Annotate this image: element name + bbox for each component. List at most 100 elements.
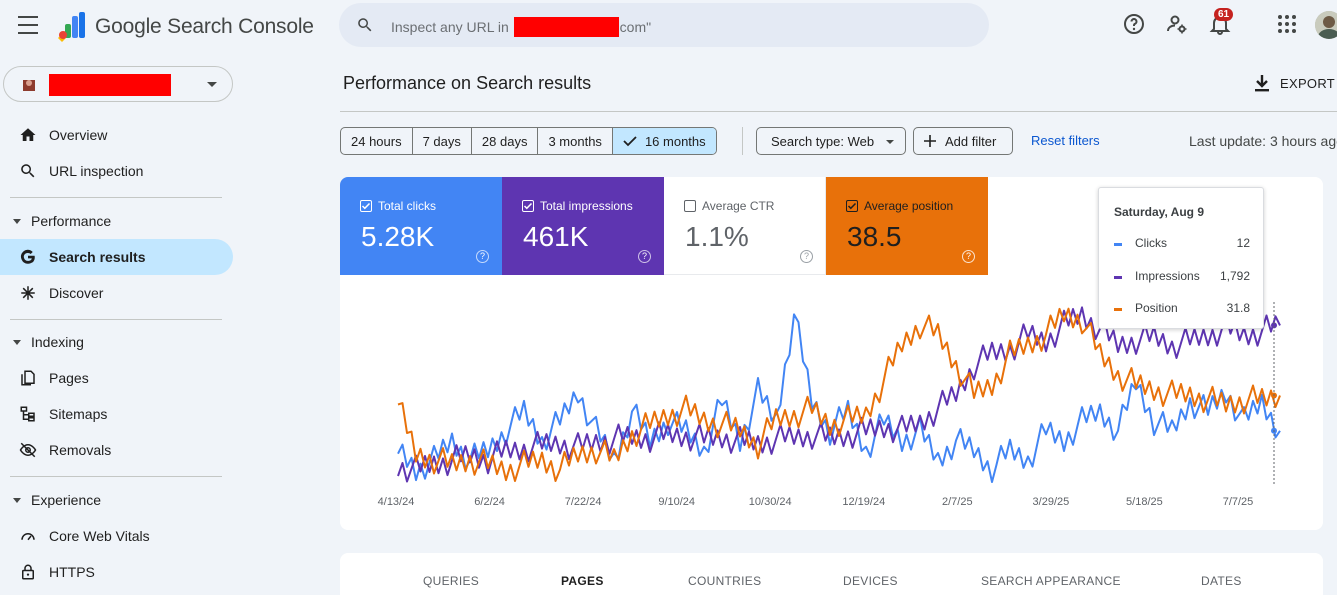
users-settings-icon[interactable] [1165,12,1189,36]
metric-label: Average CTR [702,199,775,213]
x-tick-label: 7/7/25 [1223,496,1254,508]
sidebar-item-sitemaps[interactable]: Sitemaps [0,396,233,432]
hover-point-impressions [1271,322,1277,329]
x-tick-label: 10/30/24 [749,496,792,508]
tab-devices[interactable]: DEVICES [843,574,898,588]
metric-card-average-position[interactable]: Average position 38.5 ? [826,177,988,275]
reset-filters-link[interactable]: Reset filters [1031,133,1100,148]
date-range-16-months[interactable]: 16 months [612,128,716,154]
checkbox-unchecked-icon[interactable] [684,200,696,212]
sidebar-divider [10,319,222,320]
sidebar-item-https[interactable]: HTTPS [0,554,233,590]
date-range-label: 7 days [422,133,461,149]
metric-value: 1.1% [685,221,749,252]
sidebar-item-discover[interactable]: Discover [0,275,233,311]
help-icon[interactable]: ? [638,250,651,263]
legend-swatch-icon [1114,243,1122,246]
lock-icon [22,564,34,580]
tab-countries[interactable]: COUNTRIES [688,574,762,588]
sidebar-item-overview[interactable]: Overview [0,117,233,153]
sidebar-item-core-web-vitals[interactable]: Core Web Vitals [0,518,233,554]
tooltip-series-value: 31.8 [1226,301,1250,315]
sidebar-item-label: Sitemaps [49,406,108,422]
date-range-selector: 24 hours 7 days 28 days 3 months 16 mont… [340,127,717,155]
sidebar-item-search-results[interactable]: Search results [0,239,233,275]
property-selector[interactable] [3,66,233,102]
app-title: Google Search Console [95,15,314,38]
x-tick-label: 7/22/24 [565,496,602,508]
tooltip-row-position: Position 31.8 [1114,301,1250,317]
sidebar-section-label: Performance [31,213,112,229]
date-range-7-days[interactable]: 7 days [413,128,472,154]
tooltip-row-clicks: Clicks 12 [1114,236,1250,252]
checkbox-checked-icon[interactable] [360,200,372,212]
sitemap-icon [20,406,35,422]
checkmark-icon [623,136,637,147]
help-icon[interactable]: ? [476,250,489,263]
sidebar-item-removals[interactable]: Removals [0,432,233,468]
help-icon[interactable]: ? [800,250,813,263]
export-label: EXPORT [1280,75,1336,91]
date-range-label: 28 days [481,133,528,149]
metric-value: 461K [523,221,589,252]
checkbox-checked-icon[interactable] [522,200,534,212]
x-tick-label: 9/10/24 [658,496,695,508]
tab-dates[interactable]: DATES [1201,574,1242,588]
date-range-3-months[interactable]: 3 months [538,128,613,154]
account-avatar[interactable] [1315,11,1337,39]
sidebar-divider [10,476,222,477]
sidebar-item-label: Overview [49,127,108,143]
dimension-tabs: QUERIES PAGES COUNTRIES DEVICES SEARCH A… [340,553,1323,595]
collapse-triangle-icon [13,218,21,224]
tab-pages[interactable]: PAGES [561,574,604,588]
apps-grid-icon[interactable] [1275,12,1299,36]
collapse-triangle-icon [13,339,21,345]
tooltip-row-impressions: Impressions 1,792 [1114,269,1250,285]
sidebar-section-indexing[interactable]: Indexing [0,327,233,357]
performance-line-chart[interactable]: 4/13/24 6/2/24 7/22/24 9/10/24 10/30/24 12/19… [340,177,1323,530]
date-range-label: 16 months [644,133,706,149]
chart-tooltip: Saturday, Aug 9 Clicks 12 Impressions 1,… [1098,187,1264,329]
metric-card-total-clicks[interactable]: Total clicks 5.28K ? [340,177,502,275]
search-icon [21,164,35,178]
date-range-label: 24 hours [351,133,402,149]
speedometer-icon [21,533,35,541]
sidebar-item-url-inspection[interactable]: URL inspection [0,153,233,189]
metric-value: 5.28K [361,221,435,252]
export-button[interactable]: EXPORT [1254,72,1335,94]
chevron-down-icon [207,82,217,87]
help-icon[interactable]: ? [962,250,975,263]
main-menu-icon[interactable] [18,16,38,34]
date-range-24-hours[interactable]: 24 hours [341,128,413,154]
date-range-28-days[interactable]: 28 days [472,128,539,154]
tab-search-appearance[interactable]: SEARCH APPEARANCE [981,574,1121,588]
collapse-triangle-icon [13,497,21,503]
series-line-position [397,307,1281,482]
metric-card-average-ctr[interactable]: Average CTR 1.1% ? [664,177,826,275]
add-filter-label: Add filter [945,133,997,149]
metric-label: Total impressions [540,199,633,213]
tab-queries[interactable]: QUERIES [423,574,480,588]
metric-value: 38.5 [847,221,902,252]
series-line-clicks [397,313,1281,483]
redacted-property-name [49,74,171,96]
search-placeholder: Inspect any URL in com" [391,17,652,37]
sidebar-section-performance[interactable]: Performance [0,206,233,236]
sidebar-item-label: Core Web Vitals [49,528,150,544]
help-icon[interactable] [1122,12,1146,36]
sidebar-item-label: HTTPS [49,564,95,580]
tooltip-series-name: Impressions [1135,269,1200,283]
tooltip-series-name: Clicks [1135,236,1167,250]
sidebar-item-pages[interactable]: Pages [0,360,233,396]
x-tick-label: 3/29/25 [1033,496,1070,508]
sidebar-section-experience[interactable]: Experience [0,485,233,515]
add-filter-button[interactable]: Add filter [913,127,1013,155]
search-icon [358,18,372,32]
metric-card-total-impressions[interactable]: Total impressions 461K ? [502,177,664,275]
home-icon [20,128,36,141]
sidebar-section-label: Experience [31,492,102,508]
url-inspection-search[interactable]: Inspect any URL in com" [339,3,989,47]
search-type-dropdown[interactable]: Search type: Web [756,127,906,155]
property-favicon-icon [23,80,35,91]
checkbox-checked-icon[interactable] [846,200,858,212]
